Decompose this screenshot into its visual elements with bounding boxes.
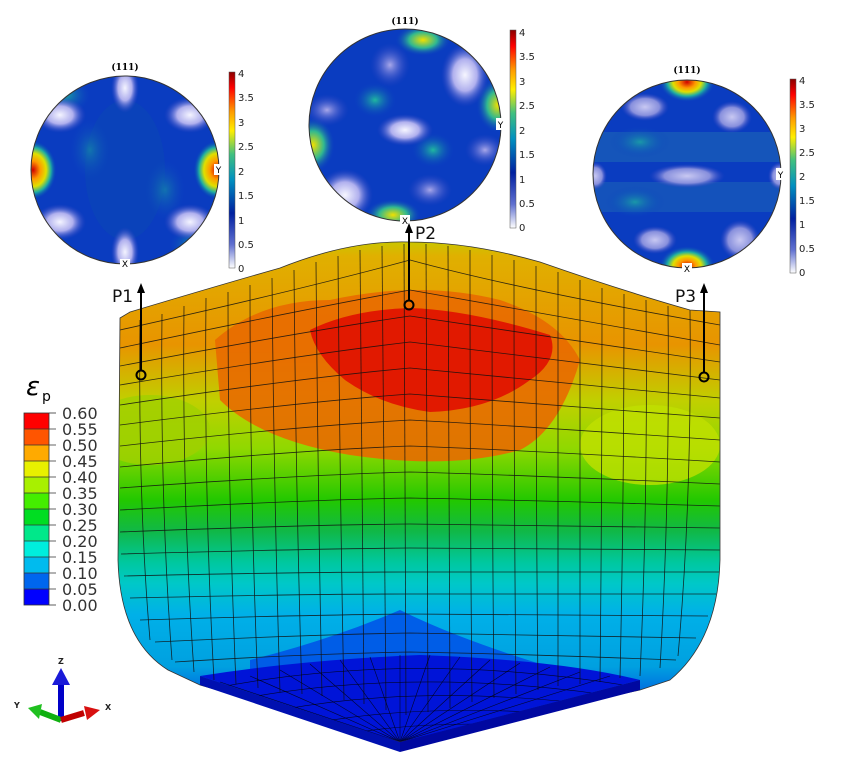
svg-text:2: 2: [238, 167, 244, 178]
axis-y-label: Y: [777, 171, 784, 181]
svg-text:1: 1: [519, 175, 525, 186]
colorbar: 4 3.5 3 2.5 2 1.5 1 0.5 0: [228, 69, 254, 275]
svg-text:0.35: 0.35: [62, 484, 98, 503]
svg-text:0.10: 0.10: [62, 564, 98, 583]
svg-text:2: 2: [519, 126, 525, 137]
svg-text:1.5: 1.5: [238, 191, 254, 202]
point-marker-p1: P1: [112, 283, 147, 381]
strain-legend: ε p 0.60 0: [20, 365, 130, 615]
svg-text:0.25: 0.25: [62, 516, 98, 535]
svg-text:0: 0: [238, 264, 244, 275]
z-axis-arrow-icon: [52, 668, 70, 721]
svg-text:4: 4: [799, 76, 805, 87]
pole-figure-title: (111): [673, 65, 700, 76]
svg-text:0.00: 0.00: [62, 596, 98, 615]
axis-x-label: X: [105, 703, 112, 712]
point-marker-p3: P3: [675, 283, 710, 383]
svg-text:3: 3: [519, 77, 525, 88]
svg-text:4: 4: [519, 28, 525, 39]
svg-text:1.5: 1.5: [519, 150, 535, 161]
svg-text:0.15: 0.15: [62, 548, 98, 567]
svg-text:0.45: 0.45: [62, 452, 98, 471]
pole-figure-p2: (111) Y X 4 3.5 3 2.5 2: [305, 10, 545, 235]
svg-text:0.5: 0.5: [799, 244, 815, 255]
axis-x-label: X: [684, 265, 690, 275]
svg-text:3.5: 3.5: [799, 100, 815, 111]
legend-symbol: ε: [26, 372, 40, 402]
svg-text:2.5: 2.5: [238, 142, 254, 153]
pole-figure-p1: (111) Y X 4 3.5 3 2.5 2: [25, 60, 255, 280]
axis-y-label: Y: [215, 166, 222, 176]
svg-text:2.5: 2.5: [799, 148, 815, 159]
svg-text:3: 3: [799, 124, 805, 135]
axis-y-label: Y: [497, 121, 504, 131]
svg-text:1: 1: [238, 216, 244, 227]
svg-text:3.5: 3.5: [519, 52, 535, 63]
svg-text:0.5: 0.5: [238, 240, 254, 251]
svg-text:0.50: 0.50: [62, 436, 98, 455]
y-axis-arrow-icon: [28, 704, 63, 723]
svg-text:1: 1: [799, 220, 805, 231]
pole-figure-p3: (111) Y X 4 3.5 3 2.5 2: [590, 62, 830, 284]
pole-figure-title: (111): [111, 62, 138, 73]
pole-figure-title: (111): [391, 16, 418, 27]
axis-x-label: X: [402, 217, 408, 227]
x-axis-arrow-icon: [60, 706, 100, 723]
point-label: P2: [415, 224, 436, 244]
svg-text:0: 0: [799, 268, 805, 279]
svg-text:0.30: 0.30: [62, 500, 98, 519]
legend-color-bar: [23, 412, 56, 606]
svg-text:2.5: 2.5: [519, 101, 535, 112]
colorbar: 4 3.5 3 2.5 2 1.5 1 0.5 0: [789, 76, 815, 279]
point-label: P3: [675, 287, 696, 307]
axis-triad: Z Y X: [10, 650, 120, 730]
point-marker-p2: P2: [403, 223, 436, 311]
svg-text:0.40: 0.40: [62, 468, 98, 487]
svg-text:1.5: 1.5: [799, 196, 815, 207]
axis-y-label: Y: [13, 701, 20, 710]
point-label: P1: [112, 287, 133, 307]
svg-text:0: 0: [519, 223, 525, 234]
axis-z-label: Z: [58, 657, 64, 666]
svg-text:0.55: 0.55: [62, 420, 98, 439]
svg-text:0.5: 0.5: [519, 199, 535, 210]
svg-text:3: 3: [238, 118, 244, 129]
svg-text:0.05: 0.05: [62, 580, 98, 599]
svg-text:0.20: 0.20: [62, 532, 98, 551]
axis-x-label: X: [122, 260, 128, 270]
svg-text:3.5: 3.5: [238, 93, 254, 104]
svg-text:0.60: 0.60: [62, 404, 98, 423]
svg-text:2: 2: [799, 172, 805, 183]
svg-text:4: 4: [238, 69, 244, 80]
colorbar: 4 3.5 3 2.5 2 1.5 1 0.5 0: [509, 28, 535, 234]
legend-subscript: p: [42, 389, 51, 405]
